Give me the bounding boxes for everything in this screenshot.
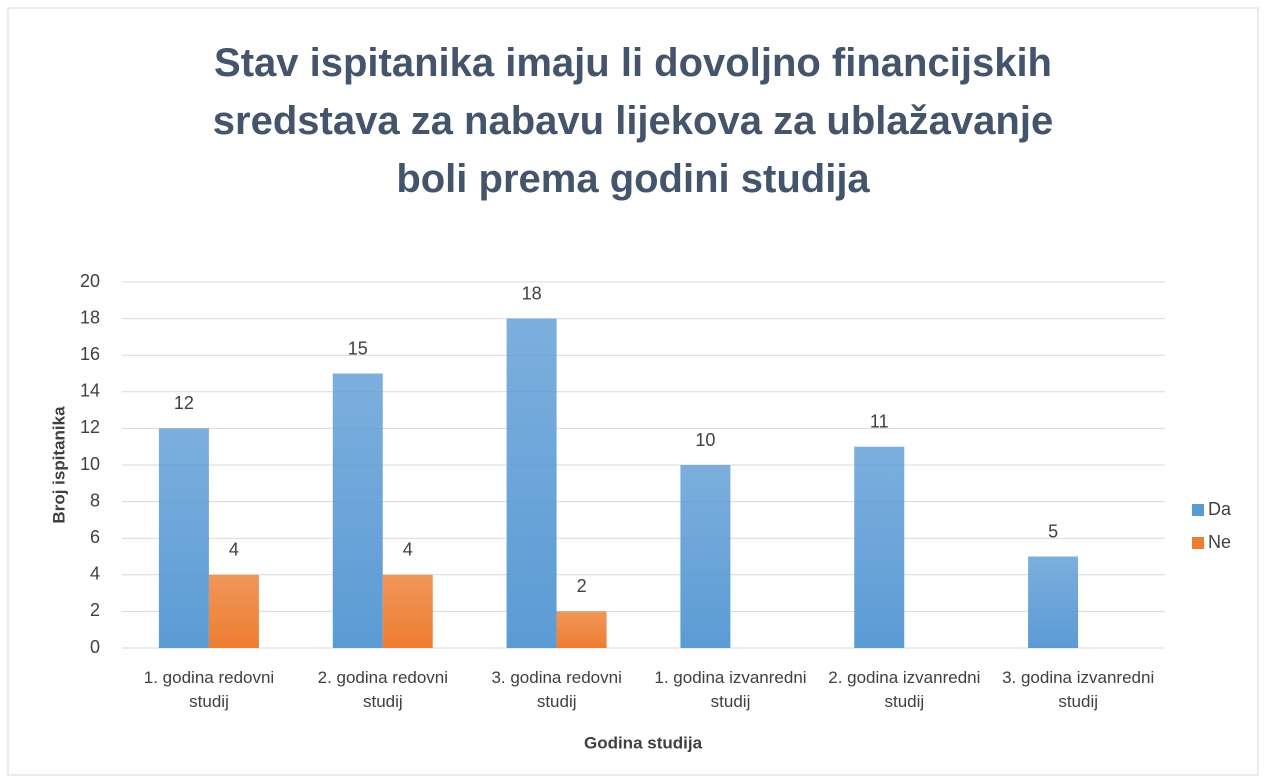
data-label: 12 bbox=[174, 393, 194, 413]
x-tick-label: 3. godina redovni studij bbox=[491, 668, 622, 711]
x-tick-label: 2. godina redovni studij bbox=[317, 668, 449, 711]
y-tick-label: 20 bbox=[80, 271, 100, 291]
data-label: 10 bbox=[695, 430, 715, 450]
y-tick-label: 8 bbox=[90, 490, 100, 510]
legend-swatch bbox=[1192, 504, 1204, 516]
y-tick-label: 2 bbox=[90, 600, 100, 620]
bar bbox=[680, 465, 731, 648]
bar bbox=[332, 373, 383, 648]
bar bbox=[506, 318, 557, 648]
bar bbox=[1028, 556, 1079, 648]
y-tick-label: 6 bbox=[90, 527, 100, 547]
data-label: 4 bbox=[403, 540, 413, 560]
bar bbox=[382, 574, 433, 648]
bar bbox=[854, 446, 905, 648]
bar bbox=[208, 574, 259, 648]
x-tick-label: 2. godina izvanredni studij bbox=[828, 668, 981, 711]
data-label: 11 bbox=[870, 411, 889, 431]
data-label: 15 bbox=[348, 338, 368, 358]
y-tick-label: 16 bbox=[80, 344, 100, 364]
y-tick-label: 4 bbox=[90, 564, 100, 584]
data-label: 4 bbox=[229, 540, 239, 560]
y-tick-label: 18 bbox=[80, 307, 100, 327]
y-tick-label: 12 bbox=[80, 417, 100, 437]
y-tick-label: 0 bbox=[90, 637, 100, 657]
bar bbox=[556, 611, 607, 648]
x-tick-label: 1. godina izvanredni studij bbox=[654, 668, 807, 711]
x-tick-label: 3. godina izvanredni studij bbox=[1002, 668, 1155, 711]
y-tick-label: 10 bbox=[80, 454, 100, 474]
chart-title: Stav ispitanika imaju li dovoljno financ… bbox=[212, 41, 1054, 201]
data-label: 2 bbox=[577, 576, 587, 596]
x-axis-label: Godina studija bbox=[584, 733, 703, 752]
legend-label: Ne bbox=[1208, 532, 1231, 552]
x-tick-label: 1. godina redovni studij bbox=[143, 668, 275, 711]
y-axis-label: Broj ispitanika bbox=[49, 406, 68, 524]
y-tick-label: 14 bbox=[80, 381, 100, 401]
legend-swatch bbox=[1192, 537, 1204, 549]
data-label: 18 bbox=[522, 283, 542, 303]
data-label: 5 bbox=[1048, 521, 1058, 541]
bar bbox=[158, 428, 209, 648]
legend-label: Da bbox=[1208, 499, 1232, 519]
